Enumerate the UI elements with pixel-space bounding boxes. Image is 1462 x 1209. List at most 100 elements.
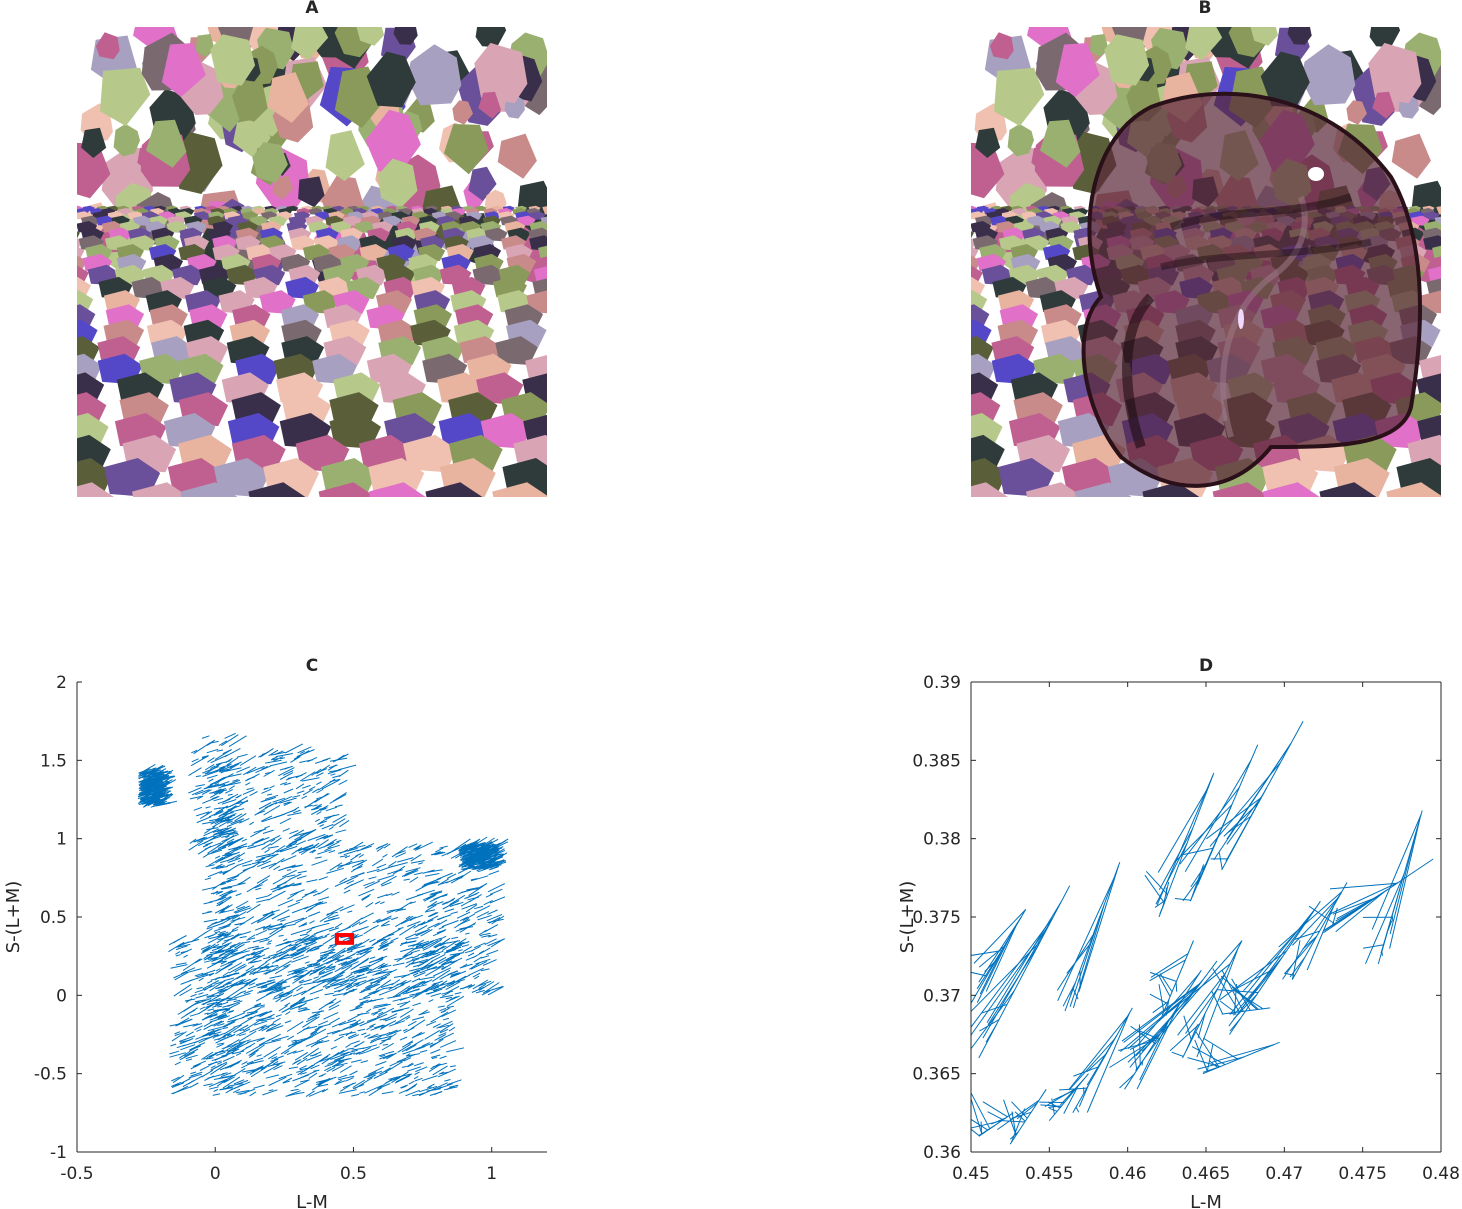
quiver-arrow: [309, 937, 318, 941]
quiver-arrow: [220, 904, 230, 912]
quiver-arrow: [384, 928, 401, 938]
quiver-arrow: [238, 1033, 247, 1037]
quiver-arrow: [236, 753, 248, 758]
quiver-arrow: [332, 949, 346, 959]
quiver-arrow: [221, 734, 239, 747]
quiver-arrow: [199, 1006, 206, 1010]
quiver-arrow: [389, 1020, 406, 1027]
quiver-arrow: [272, 876, 287, 885]
quiver-arrow: [378, 1052, 390, 1057]
quiver-arrow: [450, 875, 464, 884]
quiver-arrow: [413, 1075, 419, 1080]
quiver-arrow: [213, 997, 221, 1002]
quiver-arrow: [350, 872, 365, 878]
quiver-arrow: [296, 875, 307, 880]
floor-patch: [1026, 482, 1084, 497]
quiver-arrow: [154, 770, 171, 776]
quiver-arrow: [208, 856, 224, 866]
chart-title: C: [306, 656, 318, 676]
x-tick-label: -0.5: [60, 1164, 93, 1184]
quiver-arrow: [438, 1071, 445, 1075]
quiver-arrow: [425, 904, 437, 912]
quiver-arrow: [225, 767, 242, 772]
quiver-arrow: [364, 880, 381, 889]
quiver-arrow: [188, 767, 202, 777]
quiver-arrow: [284, 1002, 291, 1007]
quiver-arrow: [222, 971, 230, 977]
quiver-arrow: [412, 989, 420, 992]
quiver-arrow: [391, 979, 401, 986]
series-segment: [1240, 963, 1279, 1011]
quiver-arrow: [367, 1033, 379, 1039]
quiver-arrow: [348, 988, 358, 992]
quiver-arrow: [304, 798, 319, 809]
x-tick-label: 0.48: [1422, 1164, 1460, 1184]
quiver-arrow: [400, 1084, 408, 1089]
quiver-arrow: [388, 1050, 395, 1054]
quiver-arrow: [153, 773, 168, 781]
quiver-arrow: [207, 757, 215, 763]
quiver-arrow: [287, 901, 301, 908]
quiver-arrow: [255, 980, 272, 986]
series-segment: [1136, 1004, 1180, 1090]
quiver-arrow: [290, 755, 301, 763]
quiver-arrow: [218, 740, 228, 746]
quiver-arrow: [233, 999, 241, 1003]
quiver-arrow: [196, 986, 203, 990]
quiver-arrow: [474, 905, 491, 914]
quiver-arrow: [263, 1064, 280, 1074]
series-segment: [1016, 1102, 1038, 1120]
quiver-arrow: [209, 980, 226, 992]
quiver-arrow: [285, 971, 304, 981]
quiver-arrow: [421, 880, 438, 887]
quiver-arrow: [413, 984, 427, 989]
quiver-arrow: [384, 1061, 403, 1073]
quiver-arrow: [401, 969, 419, 979]
quiver-arrow: [380, 983, 394, 988]
quiver-arrow: [445, 995, 460, 1003]
quiver-arrow: [342, 1022, 359, 1030]
quiver-arrow: [319, 959, 333, 967]
quiver-arrow: [142, 778, 155, 782]
floor-patch: [472, 264, 505, 286]
quiver-arrow: [482, 959, 497, 966]
quiver-arrow: [342, 1051, 349, 1056]
quiver-arrow: [484, 924, 499, 933]
quiver-arrow: [446, 1047, 465, 1053]
series-segment: [1072, 904, 1105, 1009]
y-tick-label: 0: [56, 986, 67, 1006]
quiver-arrow: [271, 751, 286, 756]
quiver-arrow: [278, 767, 295, 777]
series-segment: [1389, 832, 1417, 935]
quiver-arrow: [271, 1056, 278, 1060]
quiver-arrow: [177, 1017, 190, 1025]
quiver-arrow: [268, 1089, 274, 1092]
quiver-arrow: [410, 1019, 426, 1030]
quiver-arrow: [304, 961, 310, 964]
quiver-arrow: [439, 994, 454, 999]
quiver-arrow: [375, 1061, 387, 1066]
quiver-arrow: [373, 988, 384, 993]
quiver-arrow: [221, 835, 229, 838]
quiver-arrow: [438, 1032, 447, 1037]
quiver-arrow: [464, 893, 478, 900]
quiver-arrow: [327, 764, 337, 771]
quiver-arrow: [285, 843, 296, 848]
quiver-arrow: [350, 947, 356, 951]
quiver-arrow: [240, 1015, 257, 1026]
quiver-arrow: [450, 972, 460, 976]
quiver-arrow: [153, 794, 160, 798]
wall-patch: [113, 123, 140, 157]
quiver-arrow: [339, 965, 353, 975]
series-segment: [979, 947, 1004, 995]
quiver-arrow: [241, 838, 248, 842]
quiver-arrow: [391, 916, 399, 921]
quiver-arrow: [206, 1009, 219, 1015]
quiver-arrow: [373, 1071, 388, 1079]
voronoi-room-scene: [77, 27, 547, 497]
quiver-arrow: [405, 867, 421, 873]
quiver-arrow: [285, 864, 304, 869]
quiver-arrow: [415, 1066, 428, 1073]
quiver-arrow: [403, 869, 419, 877]
quiver-arrow: [351, 926, 369, 933]
